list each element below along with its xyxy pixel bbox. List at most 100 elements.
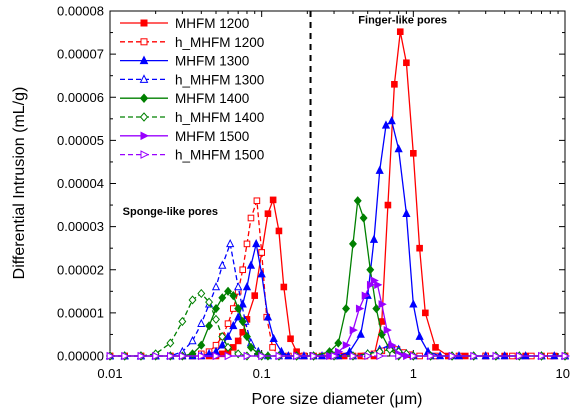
data-point [372, 303, 381, 314]
data-point [269, 196, 277, 204]
data-point [388, 341, 397, 350]
data-point [396, 28, 404, 35]
data-point [359, 213, 368, 223]
data-point [197, 288, 206, 299]
data-point [355, 304, 365, 313]
data-point [229, 320, 238, 330]
data-point [211, 282, 221, 291]
y-tick-label: 0.00005 [57, 133, 104, 148]
data-point [538, 351, 547, 361]
data-point [234, 337, 242, 345]
data-point [375, 165, 384, 174]
legend-marker [140, 150, 150, 159]
legend-label: h_MHFM 1500 [175, 148, 264, 163]
data-point [212, 351, 221, 361]
data-point [409, 299, 418, 308]
data-point [410, 351, 419, 361]
data-point [410, 150, 417, 157]
data-point [264, 210, 272, 217]
data-point [224, 286, 232, 296]
legend-marker [140, 131, 150, 141]
data-point [342, 303, 351, 314]
data-point [378, 300, 387, 309]
data-point [402, 208, 411, 217]
data-point [416, 244, 423, 252]
data-point [238, 299, 247, 308]
x-tick-label: 10 [556, 366, 570, 381]
legend-marker [140, 19, 148, 27]
y-tick-label: 0.00002 [57, 262, 104, 277]
legend-label: MHFM 1400 [175, 91, 249, 106]
data-point [188, 349, 197, 359]
data-point [269, 333, 278, 343]
data-point [226, 238, 235, 248]
y-tick-label: 0.00008 [57, 4, 104, 19]
data-point [243, 240, 251, 248]
data-point [178, 316, 187, 327]
data-point [179, 351, 188, 361]
data-point [234, 349, 243, 359]
data-point [391, 81, 398, 88]
data-point [166, 338, 175, 348]
data-point [448, 351, 457, 361]
data-point [253, 197, 261, 205]
data-point [246, 342, 255, 352]
data-point [257, 269, 266, 278]
data-point [197, 318, 206, 327]
y-tick-label: 0.00000 [57, 349, 104, 364]
data-point [349, 351, 358, 361]
data-point [395, 351, 404, 361]
data-point [223, 331, 233, 340]
data-point [252, 238, 261, 248]
data-point [152, 351, 161, 361]
data-point [137, 351, 146, 361]
data-point [263, 312, 273, 321]
y-tick-label: 0.00007 [57, 47, 104, 62]
data-point [224, 320, 232, 327]
data-point [342, 341, 351, 350]
data-point [374, 280, 383, 289]
series-line [110, 200, 565, 357]
series-line [110, 200, 565, 357]
data-point [205, 297, 214, 307]
data-point [121, 351, 130, 361]
legend-label: h_MHFM 1400 [175, 110, 264, 125]
data-point [167, 351, 176, 361]
data-point [106, 351, 115, 361]
annotation-label: Finger-like pores [358, 15, 447, 27]
x-tick-label: 0.1 [253, 366, 271, 381]
data-point [218, 260, 227, 269]
data-point [516, 351, 525, 361]
data-point [384, 201, 392, 209]
data-point [246, 260, 256, 269]
legend-marker [140, 38, 148, 46]
data-point [369, 234, 379, 243]
data-point [234, 312, 243, 321]
data-point [376, 351, 385, 361]
legend-label: h_MHFM 1200 [175, 35, 264, 50]
data-point [415, 331, 424, 340]
data-point [349, 239, 357, 249]
data-point [198, 351, 207, 361]
data-point [224, 351, 233, 361]
data-point [239, 266, 247, 274]
annotation-layer: Finger-like pores Sponge-like pores [123, 15, 447, 218]
legend-label: MHFM 1500 [175, 129, 249, 144]
data-point [218, 332, 227, 342]
x-tick-label: 1 [410, 366, 417, 381]
data-point [229, 291, 238, 301]
data-point [364, 351, 373, 361]
data-point [269, 344, 276, 351]
series-h-mhfm-1500 [106, 351, 570, 361]
data-point [188, 295, 197, 305]
data-point [330, 351, 339, 361]
data-point [349, 326, 358, 335]
data-point [470, 351, 479, 361]
legend-marker [139, 93, 149, 103]
data-point [293, 351, 302, 361]
data-point [258, 351, 267, 361]
data-point [422, 309, 429, 317]
y-tick-label: 0.00006 [57, 90, 104, 105]
data-point [224, 342, 232, 352]
data-point [387, 116, 396, 125]
